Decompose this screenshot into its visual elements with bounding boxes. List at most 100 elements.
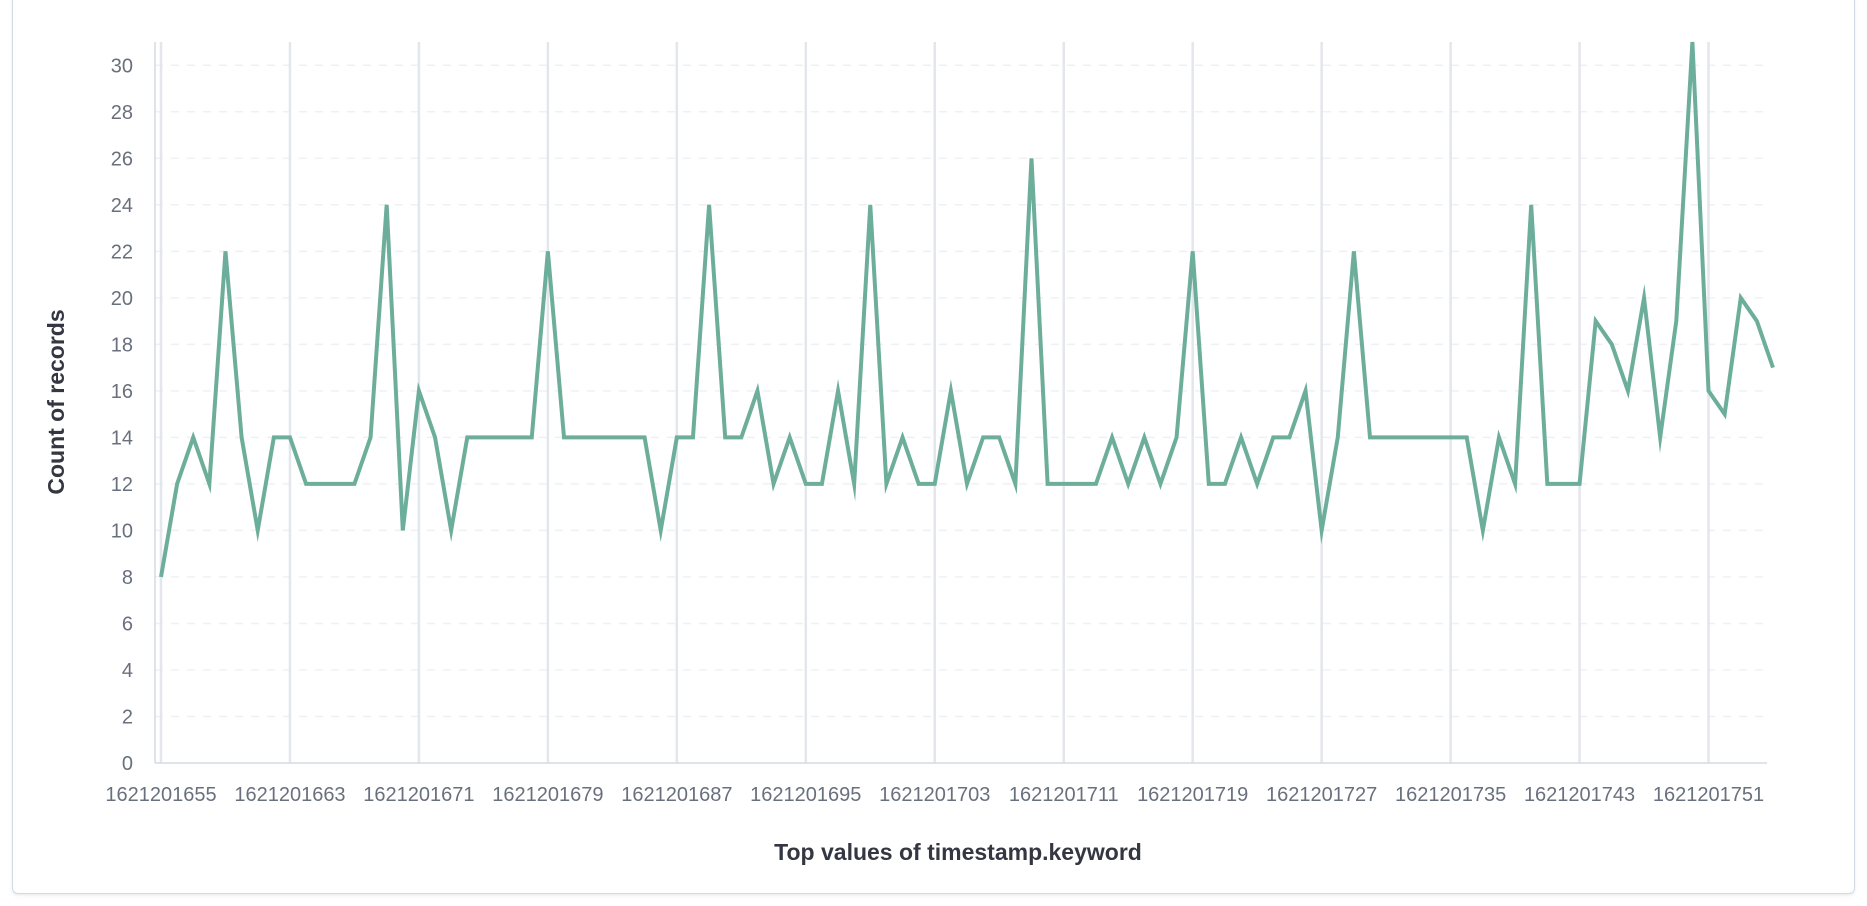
x-tick-label: 1621201727 [1266,784,1377,806]
data-point [1642,296,1646,300]
data-point [852,482,856,486]
data-point [320,482,324,486]
y-tick-label: 28 [111,102,133,124]
data-point [207,482,211,486]
data-point [755,389,759,393]
y-tick-label: 22 [111,241,133,263]
data-point [1400,435,1404,439]
data-point [175,482,179,486]
data-point [1561,482,1565,486]
data-point [498,435,502,439]
data-point [449,528,453,532]
x-tick-label: 1621201743 [1524,784,1635,806]
y-tick-label: 0 [122,753,133,775]
data-point [723,435,727,439]
y-tick-label: 12 [111,474,133,496]
data-point [1739,296,1743,300]
y-tick-label: 10 [111,520,133,542]
data-point [626,435,630,439]
data-point [1771,366,1775,370]
data-point [643,435,647,439]
x-axis-title: Top values of timestamp.keyword [774,839,1142,865]
data-point [901,435,905,439]
y-tick-label: 14 [111,427,133,449]
data-point [804,482,808,486]
series-layer [159,40,1775,579]
x-tick-label: 1621201679 [492,784,603,806]
x-tick-label: 1621201655 [105,784,216,806]
data-point [256,528,260,532]
data-point [1481,528,1485,532]
data-point [933,482,937,486]
data-point [1432,435,1436,439]
data-point [659,528,663,532]
data-point [191,435,195,439]
data-point [465,435,469,439]
y-tick-label: 4 [122,660,133,682]
data-point [240,435,244,439]
y-tick-label: 26 [111,148,133,170]
data-point [1416,435,1420,439]
data-point [1287,435,1291,439]
data-point [433,435,437,439]
data-point [594,435,598,439]
data-point [530,435,534,439]
data-point [1755,319,1759,323]
data-point [481,435,485,439]
data-point [1658,435,1662,439]
data-point [1352,249,1356,253]
data-point [1029,156,1033,160]
y-tick-label: 24 [111,195,133,217]
data-point [304,482,308,486]
data-point [707,203,711,207]
data-point [1158,482,1162,486]
data-point [965,482,969,486]
data-point [1626,389,1630,393]
data-point [578,435,582,439]
axes [154,42,1767,764]
x-tick-label: 1621201751 [1653,784,1764,806]
data-point [272,435,276,439]
data-point [1142,435,1146,439]
y-tick-label: 2 [122,706,133,728]
data-point [1126,482,1130,486]
x-tick-label: 1621201711 [1009,784,1119,806]
data-point [336,482,340,486]
data-point [1046,482,1050,486]
y-tick-label: 20 [111,288,133,310]
data-point [1594,319,1598,323]
x-tick-label: 1621201687 [621,784,732,806]
data-point [1207,482,1211,486]
data-point [562,435,566,439]
data-point [1320,528,1324,532]
data-point [981,435,985,439]
series-line-0 [159,41,1775,578]
y-tick-label: 30 [111,55,133,77]
data-point [1304,389,1308,393]
x-tick-label: 1621201719 [1137,784,1248,806]
data-point [868,203,872,207]
data-point [1690,40,1694,44]
data-point [1610,342,1614,346]
data-point [1062,482,1066,486]
y-tick-label: 18 [111,334,133,356]
y-tick-label: 8 [122,567,133,589]
data-point [1255,482,1259,486]
grid-lines [155,42,1767,763]
data-point [1513,482,1517,486]
data-point [223,249,227,253]
data-point [949,389,953,393]
data-point [739,435,743,439]
data-point [159,575,163,579]
x-tick-label: 1621201671 [363,784,474,806]
data-point [1674,319,1678,323]
data-point [1336,435,1340,439]
data-point [546,249,550,253]
chart-panel [12,0,1855,894]
data-point [836,389,840,393]
data-point [1094,482,1098,486]
data-point [1529,203,1533,207]
data-point [884,482,888,486]
